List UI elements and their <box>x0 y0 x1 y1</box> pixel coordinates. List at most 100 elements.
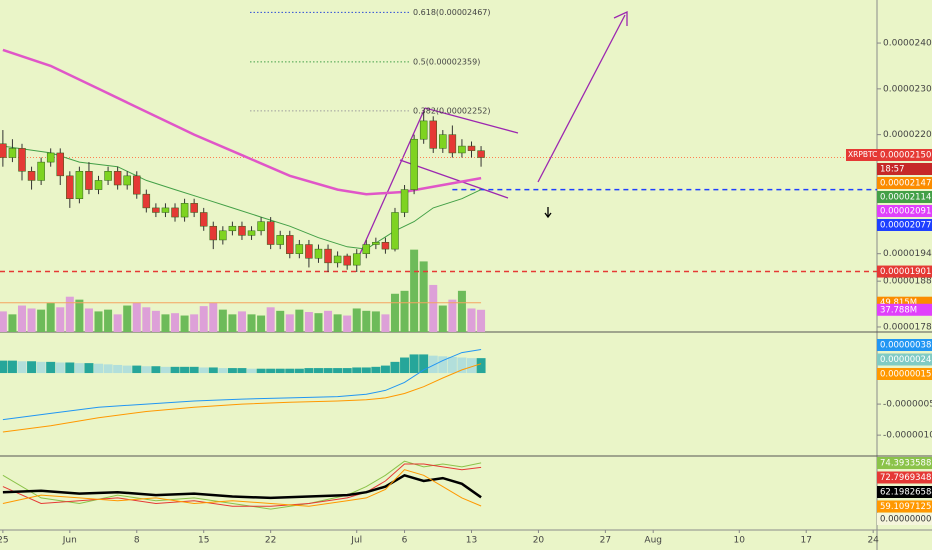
badge-box <box>877 339 932 351</box>
candle-body <box>209 225 218 241</box>
histogram-bar <box>199 367 209 374</box>
candle-body <box>228 225 237 232</box>
candle-body <box>180 203 189 218</box>
macd-line <box>2 363 482 433</box>
histogram-bar <box>466 358 476 374</box>
histogram-bar <box>27 361 37 374</box>
fib-label: 0.5(0.00002359) <box>413 57 480 66</box>
badge-box <box>877 471 932 484</box>
candle-body <box>219 230 227 241</box>
badge-box <box>877 163 932 175</box>
candle-body <box>352 253 361 266</box>
axis-badge: 0.00002091 <box>877 205 932 217</box>
badge-box <box>877 500 932 513</box>
arrow-head <box>613 10 628 26</box>
volume-bar <box>381 314 390 332</box>
histogram-bar <box>94 363 104 374</box>
candle-body <box>448 134 457 154</box>
histogram-bar <box>313 368 323 374</box>
y-tick-label: -0.00000050 <box>883 400 932 410</box>
axis-badge: 72.79693487 <box>877 471 932 484</box>
candle-body <box>439 134 447 149</box>
axis-badge: 74.39335888 <box>877 457 932 469</box>
badge-box <box>877 513 932 525</box>
volume-bar <box>362 310 371 332</box>
candle-body <box>75 171 84 199</box>
volume-bar <box>94 311 103 332</box>
histogram-bar <box>266 368 276 374</box>
volume-bar <box>27 308 36 332</box>
histogram-bar <box>409 354 419 374</box>
candle-body <box>362 244 371 254</box>
histogram-bar <box>208 367 218 374</box>
axis-badge: 0.00002150 <box>877 149 932 161</box>
candle-body <box>0 143 7 158</box>
candle-body <box>410 138 418 190</box>
badge-label: 49.815M <box>880 298 917 308</box>
volume-bar <box>448 299 457 332</box>
volume-bar <box>228 314 237 332</box>
volume-bar <box>171 313 180 332</box>
candle-body <box>104 171 112 181</box>
candle-body <box>276 235 284 245</box>
histogram-bar <box>160 366 170 374</box>
badge-label: 72.79693487 <box>880 473 932 483</box>
drawings <box>354 10 628 266</box>
histogram-bar <box>84 363 94 374</box>
histogram-bar <box>103 364 113 374</box>
badge-box <box>877 368 932 380</box>
histogram-bar <box>122 365 132 374</box>
histogram-bar <box>65 362 75 374</box>
x-tick-label: 22 <box>265 536 276 546</box>
y-tick-label: 0.00001880 <box>883 277 932 287</box>
volume-bar <box>257 315 266 332</box>
candle-body <box>333 255 342 264</box>
candle-body <box>247 230 256 236</box>
candle-body <box>152 207 160 213</box>
y-tick-label: 0.00002200 <box>883 130 932 140</box>
histogram-bar <box>361 367 371 374</box>
histogram-bar <box>17 361 27 374</box>
oscillator-line <box>2 469 482 507</box>
ma-line <box>2 48 482 196</box>
axis-badge: 0.00000024 <box>877 353 932 366</box>
histogram-bar <box>237 368 247 374</box>
oscillator-line <box>2 463 482 507</box>
histogram-bar <box>371 366 381 374</box>
volume-bar <box>75 299 84 332</box>
histogram-bar <box>247 368 257 374</box>
histogram-bar <box>342 368 352 374</box>
volume-bar <box>37 309 46 332</box>
x-tick-label: 25 <box>0 536 9 546</box>
x-tick-label: 6 <box>402 536 408 546</box>
volume-bar <box>304 312 313 332</box>
badge-box <box>877 353 932 366</box>
histogram-bar <box>227 368 237 374</box>
badge-label: 0.00002114 <box>880 193 931 203</box>
volume-bar <box>410 249 419 332</box>
badge-label: 0.00002077 <box>880 221 931 231</box>
candle-body <box>46 152 55 163</box>
candle-body <box>123 175 131 186</box>
x-tick-label: 13 <box>466 536 477 546</box>
volume-bar <box>266 307 275 332</box>
histogram-bar <box>113 364 123 374</box>
volume-bar <box>142 307 151 332</box>
volume-bar <box>457 290 466 332</box>
histogram-bar <box>333 368 343 374</box>
arrow-head <box>544 212 552 219</box>
x-tick-label: 27 <box>600 536 611 546</box>
x-tick-label: Jun <box>62 536 77 546</box>
candle-body <box>133 175 141 195</box>
y-tick-label: 0.00001780 <box>883 322 932 332</box>
volume-bar <box>400 290 409 332</box>
axis-badge: 0.00002114 <box>877 191 932 203</box>
volume-bar <box>324 310 333 332</box>
histogram-bar <box>46 361 56 374</box>
histogram-bar <box>419 354 429 374</box>
candle-body <box>238 225 246 236</box>
badge-box <box>877 457 932 469</box>
candle-body <box>56 152 65 177</box>
candle-body <box>400 189 409 213</box>
